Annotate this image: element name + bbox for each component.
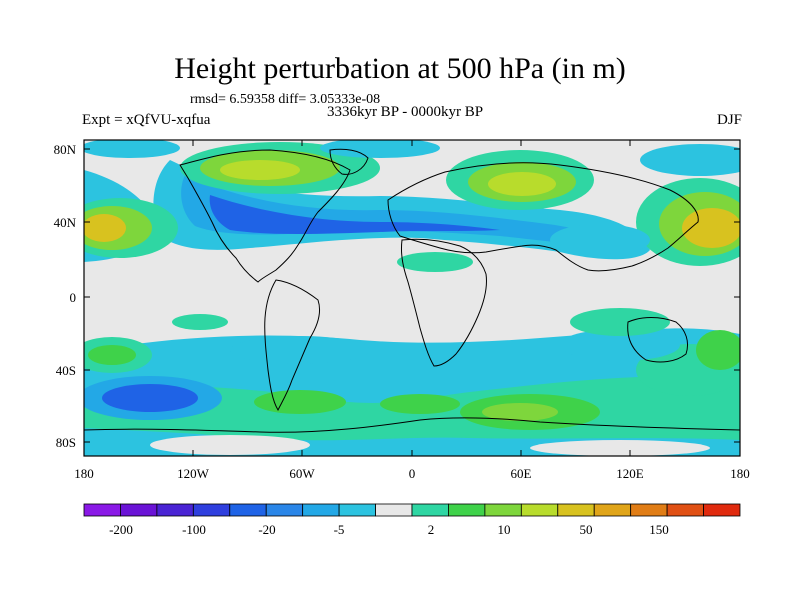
lon-tick-label: 60W <box>289 466 315 481</box>
lon-tick-label: 60E <box>511 466 532 481</box>
experiment-label: Expt = xQfVU-xqfua <box>82 112 211 128</box>
lat-tick-label: 80S <box>56 435 76 450</box>
south-america-coast <box>264 279 321 412</box>
map-panel <box>84 140 740 456</box>
lon-tick-label: 120W <box>177 466 210 481</box>
colorbar-swatch <box>411 503 449 517</box>
northeast-negative <box>550 144 740 256</box>
colorbar-swatch <box>192 503 231 517</box>
colorbar-swatch <box>557 503 595 517</box>
colorbar-label: -200 <box>109 522 133 537</box>
coastlines <box>84 148 740 433</box>
colorbar-swatch <box>484 503 522 517</box>
lon-tick-label: 180 <box>730 466 750 481</box>
colorbar-swatch <box>593 503 632 517</box>
colorbar-label: -5 <box>334 522 345 537</box>
lon-tick-label: 120E <box>616 466 644 481</box>
colorbar <box>83 503 741 517</box>
antarctica-coast <box>84 417 740 433</box>
lat-tick-label: 0 <box>70 290 77 305</box>
colorbar-swatch <box>630 503 668 517</box>
colorbar-swatch <box>265 503 304 517</box>
siberia-high <box>446 150 594 210</box>
stats-text: rmsd= 6.59358 diff= 3.05333e-08 <box>190 92 381 107</box>
lat-tick-label: 80N <box>54 142 77 157</box>
colorbar-label: -100 <box>182 522 206 537</box>
south-indian-high <box>460 394 600 430</box>
colorbar-label: -20 <box>258 522 275 537</box>
colorbar-labels: -200 -100 -20 -5 2 10 50 150 <box>109 522 669 537</box>
colorbar-label: 2 <box>428 522 435 537</box>
colorbar-swatch <box>338 503 376 517</box>
colorbar-label: 10 <box>498 522 511 537</box>
colorbar-swatch <box>302 503 340 517</box>
arctic-patches <box>84 140 440 158</box>
north-pacific-high-left <box>84 198 178 258</box>
season-label: DJF <box>716 112 742 128</box>
colorbar-swatch <box>83 503 121 517</box>
southern-blue-patches <box>230 329 680 364</box>
colorbar-swatch <box>156 503 194 517</box>
south-pacific-high <box>84 337 152 373</box>
australia-coast <box>627 317 689 363</box>
southern-low-core <box>84 376 222 420</box>
lon-tick-label: 0 <box>409 466 416 481</box>
colorbar-swatch <box>703 503 741 517</box>
colorbar-swatch <box>375 503 413 517</box>
period-text: 3336kyr BP - 0000kyr BP <box>326 104 484 120</box>
northern-negative-band <box>153 160 650 260</box>
lon-tick-label: 180 <box>74 466 94 481</box>
north-america-coast <box>179 149 351 283</box>
eurasia-coast <box>387 162 699 272</box>
colorbar-swatch <box>229 503 267 517</box>
colorbar-label: 150 <box>649 522 669 537</box>
map-title: Height perturbation at 500 hPa (in m) <box>174 52 626 85</box>
latitude-axis: 80N 40N 0 40S 80S <box>54 142 740 450</box>
longitude-axis: 180 120W 60W 0 60E 120E 180 <box>74 140 750 481</box>
lat-tick-label: 40N <box>54 215 77 230</box>
antarctic-light-patches <box>150 435 710 456</box>
colorbar-swatch <box>666 503 704 517</box>
tropical-patches <box>172 252 670 336</box>
greenland-coast <box>329 148 369 175</box>
lat-tick-label: 40S <box>56 363 76 378</box>
north-pacific-high-right <box>636 178 740 266</box>
africa-coast <box>401 238 487 367</box>
colorbar-label: 50 <box>580 522 593 537</box>
australia-high <box>636 330 740 396</box>
colorbar-swatch <box>520 503 559 517</box>
colorbar-swatch <box>448 503 486 517</box>
colorbar-swatch <box>120 503 158 517</box>
